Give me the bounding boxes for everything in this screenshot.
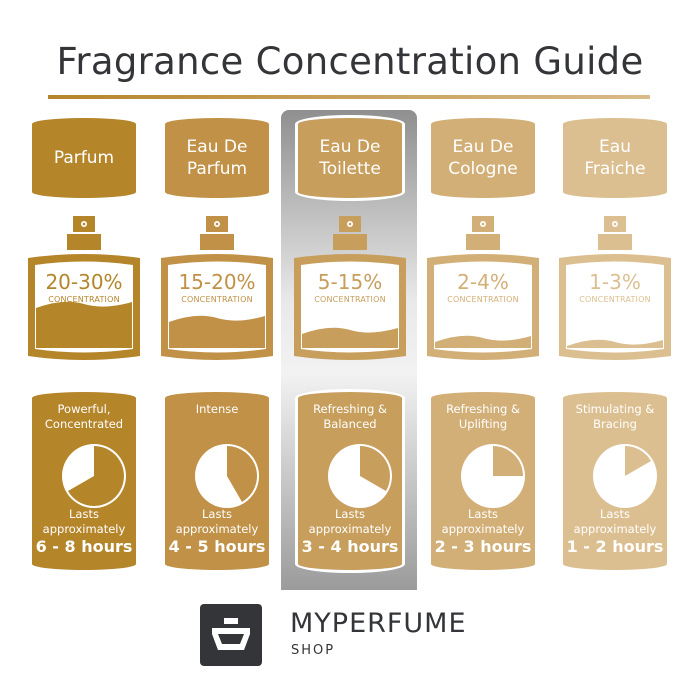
descriptor-line: Refreshing & — [313, 402, 387, 416]
descriptor: Stimulating & Bracing — [563, 402, 667, 432]
concentration-percent: 20-30% — [45, 270, 123, 294]
hours-text: 3 - 4 hours — [301, 537, 399, 556]
descriptor-line: Intense — [195, 402, 239, 416]
clock-pie-icon — [461, 444, 525, 508]
column-1: Eau De Parfum 15-20% CONCENTRATION Intens… — [157, 0, 277, 600]
pie-wedge — [68, 446, 124, 506]
descriptor-line: Powerful, — [57, 402, 111, 416]
concentration-percent: 1-3% — [589, 270, 641, 294]
hours-text: 1 - 2 hours — [566, 537, 664, 556]
lasts-text: Lasts approximately — [42, 507, 126, 536]
longevity-card: Refreshing & Uplifting Lasts approximately… — [431, 392, 535, 570]
label-line: Eau — [599, 137, 631, 157]
descriptor-line: Refreshing & — [446, 402, 520, 416]
label-line: Eau De — [186, 137, 248, 157]
clock-pie-icon — [195, 444, 259, 508]
concentration-label: CONCENTRATION — [447, 295, 519, 304]
lasts-text: Lasts approximately — [308, 507, 392, 536]
lasts-text: Lasts approximately — [573, 507, 657, 536]
pie-wedge — [493, 446, 523, 476]
label-line: Cologne — [448, 159, 518, 179]
bottle-icon — [427, 216, 539, 360]
descriptor-line: Uplifting — [458, 417, 508, 431]
descriptor-line: Concentrated — [44, 417, 124, 431]
page-title: Fragrance Concentration Guide — [56, 40, 644, 83]
brand-sub: SHOP — [291, 643, 336, 658]
descriptor: Powerful, Concentrated — [32, 402, 136, 432]
hours-text: 6 - 8 hours — [35, 537, 133, 556]
brand-name: MYPERFUME — [290, 608, 467, 639]
label-line: Fraiche — [584, 159, 646, 179]
concentration-label: CONCENTRATION — [48, 295, 120, 304]
bottle-icon — [28, 216, 140, 360]
longevity-card: Intense Lasts approximately 4 - 5 hours — [165, 392, 269, 570]
label-line: Eau De — [319, 137, 381, 157]
lasts-text: Lasts approximately — [441, 507, 525, 536]
label-line: Parfum — [186, 159, 248, 179]
bottle-icon — [559, 216, 671, 360]
type-label: Eau De Toilette — [295, 115, 405, 201]
column-2: Eau De Toilette 5-15% CONCENTRATION Refre… — [290, 0, 410, 600]
pie-wedge — [625, 446, 651, 476]
concentration-label: CONCENTRATION — [314, 295, 386, 304]
label-line: Parfum — [53, 148, 115, 168]
longevity-card: Powerful, Concentrated Lasts approximately… — [32, 392, 136, 570]
clock-pie-icon — [62, 444, 126, 508]
type-label: Eau De Parfum — [165, 118, 269, 198]
descriptor-line: Bracing — [593, 417, 637, 431]
hours-text: 2 - 3 hours — [434, 537, 532, 556]
bottle-icon — [161, 216, 273, 360]
label-line: Toilette — [319, 159, 381, 179]
descriptor-line: Balanced — [323, 417, 377, 431]
column-3: Eau De Cologne 2-4% CONCENTRATION Refresh… — [423, 0, 543, 600]
clock-pie-icon — [328, 444, 392, 508]
column-0: Parfum 20-30% CONCENTRATION Powerful, Con… — [24, 0, 144, 600]
type-label: Eau Fraiche — [563, 118, 667, 198]
concentration-percent: 5-15% — [317, 270, 383, 294]
concentration-percent: 15-20% — [178, 270, 256, 294]
column-4: Eau Fraiche 1-3% CONCENTRATION Stimulatin… — [555, 0, 675, 600]
longevity-card: Stimulating & Bracing Lasts approximately … — [563, 392, 667, 570]
pie-wedge — [227, 445, 258, 502]
title-underline — [48, 95, 650, 99]
logo-icon — [200, 604, 262, 666]
bottle-icon — [294, 216, 406, 360]
label-line: Eau De — [452, 137, 514, 157]
hours-text: 4 - 5 hours — [168, 537, 266, 556]
clock-pie-icon — [593, 444, 657, 508]
descriptor: Intense — [165, 402, 269, 417]
concentration-label: CONCENTRATION — [579, 295, 651, 304]
concentration-percent: 2-4% — [457, 270, 509, 294]
lasts-text: Lasts approximately — [175, 507, 259, 536]
type-label: Parfum — [32, 118, 136, 198]
descriptor-line: Stimulating & — [575, 402, 655, 416]
descriptor: Refreshing & Balanced — [298, 402, 402, 432]
pie-wedge — [360, 446, 391, 491]
descriptor: Refreshing & Uplifting — [431, 402, 535, 432]
concentration-label: CONCENTRATION — [181, 295, 253, 304]
longevity-card: Refreshing & Balanced Lasts approximately … — [295, 389, 405, 573]
type-label: Eau De Cologne — [431, 118, 535, 198]
